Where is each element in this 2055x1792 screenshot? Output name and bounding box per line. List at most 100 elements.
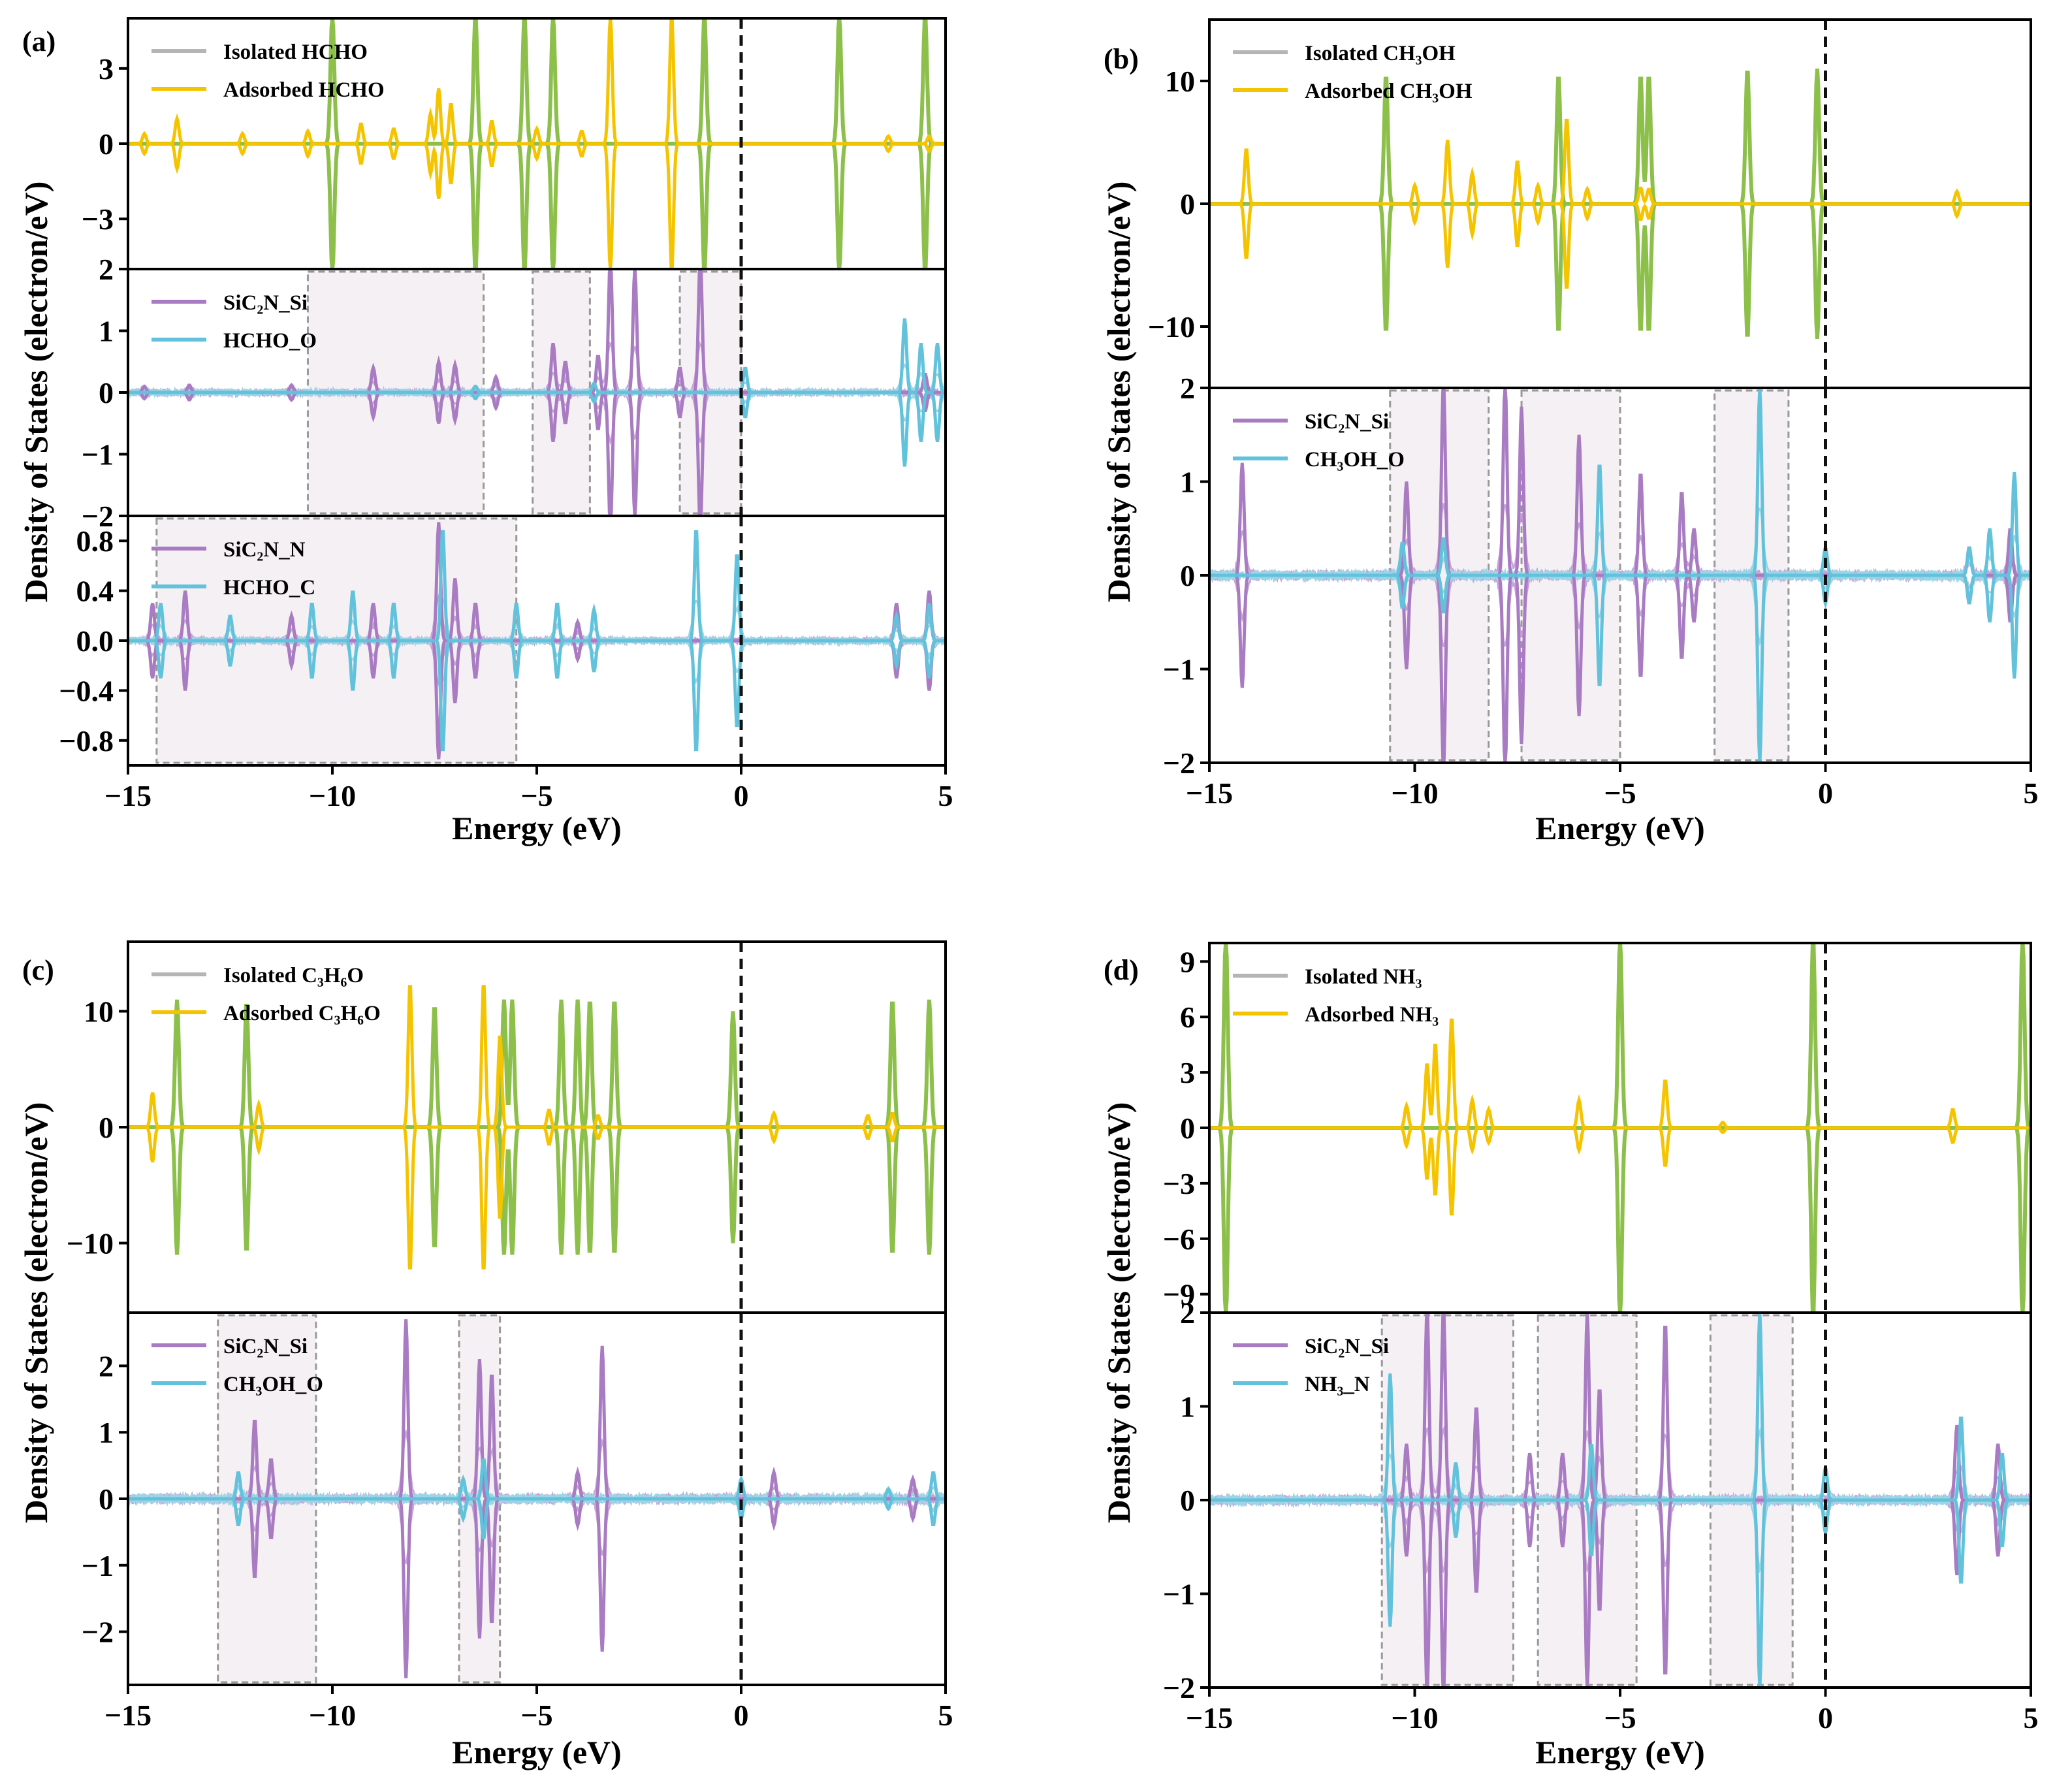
panel-letter: (a) bbox=[22, 25, 56, 57]
x-tick-label: 5 bbox=[2024, 776, 2039, 810]
legend-label: CH₃OH_O bbox=[1305, 448, 1405, 472]
y-tick-label: −2 bbox=[1163, 746, 1195, 780]
plot-area bbox=[128, 18, 946, 269]
x-tick-label: −15 bbox=[1186, 776, 1233, 810]
isolated-dos-down bbox=[1209, 1126, 2031, 1313]
y-tick-label: 0 bbox=[99, 1111, 114, 1144]
legend-label: SiC₂N_N bbox=[223, 538, 306, 562]
x-axis-label: Energy (eV) bbox=[1535, 810, 1705, 846]
y-tick-label: −0.8 bbox=[59, 724, 114, 758]
legend-label: Isolated CH₃OH bbox=[1305, 42, 1456, 65]
panel-letter: (d) bbox=[1104, 954, 1139, 986]
x-tick-label: −10 bbox=[309, 1699, 356, 1732]
x-tick-label: 5 bbox=[938, 779, 953, 812]
x-tick-label: −5 bbox=[520, 779, 552, 812]
y-tick-label: −1 bbox=[82, 1549, 114, 1582]
subplot-1: −3 0 3 Isolated HCHO Adsorbed HCHO bbox=[82, 17, 947, 270]
x-tick-label: 0 bbox=[734, 1699, 749, 1732]
y-tick-label: 1 bbox=[1180, 466, 1195, 499]
legend-label: SiC₂N_Si bbox=[223, 1335, 308, 1358]
adsorbed-dos-up bbox=[1209, 118, 2031, 206]
y-tick-label: 2 bbox=[99, 1349, 114, 1383]
molecule-dos-down bbox=[128, 639, 946, 752]
y-tick-label: 1 bbox=[99, 315, 114, 348]
plot-area bbox=[1209, 69, 2031, 339]
y-axis-label: Density of States (electron/eV) bbox=[1100, 182, 1137, 603]
x-tick-label: −10 bbox=[309, 779, 356, 812]
legend-label: SiC₂N_Si bbox=[1305, 1335, 1389, 1358]
y-tick-label: 0.4 bbox=[76, 575, 114, 608]
x-axis-label: Energy (eV) bbox=[452, 1734, 622, 1770]
legend: SiC₂N_Si NH₃_N bbox=[1233, 1335, 1389, 1396]
x-tick-label: −5 bbox=[1604, 776, 1636, 810]
legend-label: Adsorbed NH₃ bbox=[1305, 1003, 1439, 1027]
y-tick-label: 2 bbox=[99, 253, 114, 286]
y-axis-label: Density of States (electron/eV) bbox=[1100, 1102, 1137, 1524]
x-tick-label: 0 bbox=[1818, 776, 1833, 810]
plot-area bbox=[128, 1314, 946, 1684]
x-tick-label: −5 bbox=[1604, 1701, 1636, 1735]
isolated-dos-down bbox=[128, 1125, 946, 1255]
x-tick-label: −10 bbox=[1391, 776, 1438, 810]
subplot-1: −10 0 10 Isolated CH₃OH Adsorbed CH₃OH bbox=[1148, 18, 2032, 389]
y-tick-label: −10 bbox=[1148, 310, 1195, 344]
y-tick-label: 0 bbox=[99, 376, 114, 409]
legend-label: Isolated C₃H₆O bbox=[223, 964, 364, 987]
y-tick-label: 2 bbox=[1180, 1296, 1195, 1330]
y-tick-label: 2 bbox=[1180, 372, 1195, 405]
adsorbed-dos-down bbox=[128, 142, 946, 269]
y-tick-label: 3 bbox=[99, 52, 114, 86]
molecule-dos-down bbox=[128, 1497, 946, 1539]
legend-label: HCHO_C bbox=[223, 576, 315, 600]
molecule-dos-down bbox=[1209, 1498, 2031, 1688]
legend: Isolated C₃H₆O Adsorbed C₃H₆O bbox=[151, 964, 381, 1025]
x-tick-label: 5 bbox=[2024, 1701, 2039, 1735]
y-tick-label: 10 bbox=[84, 995, 114, 1029]
panel-letter: (c) bbox=[22, 954, 54, 986]
subplot-2: −2 −1 0 1 2 SiC₂N_Si NH₃_N bbox=[1163, 1296, 2032, 1704]
subplot-2: −2 −1 0 1 2 SiC₂N_Si CH₃OH_O bbox=[1163, 372, 2032, 780]
subplot-2: −2 −1 0 1 2 SiC₂N_Si CH₃OH_O bbox=[82, 1311, 947, 1686]
y-tick-label: 1 bbox=[1180, 1390, 1195, 1424]
legend-label: Isolated NH₃ bbox=[1305, 965, 1422, 989]
x-tick-label: −15 bbox=[104, 1699, 151, 1732]
y-tick-label: −1 bbox=[1163, 653, 1195, 686]
y-tick-label: −10 bbox=[67, 1227, 114, 1260]
y-tick-label: −6 bbox=[1163, 1223, 1195, 1256]
y-axis-label: Density of States (electron/eV) bbox=[18, 1102, 54, 1524]
isolated-dos-down bbox=[1209, 202, 2031, 339]
x-tick-label: 0 bbox=[1818, 1701, 1833, 1735]
x-tick-label: 5 bbox=[938, 1699, 953, 1732]
legend-label: Adsorbed C₃H₆O bbox=[223, 1002, 381, 1025]
molecule-dos-down bbox=[1209, 573, 2031, 763]
y-tick-label: −3 bbox=[82, 202, 114, 236]
plot-area bbox=[1209, 1313, 2031, 1688]
x-tick-label: −10 bbox=[1391, 1701, 1438, 1735]
panel-letter: (b) bbox=[1104, 43, 1139, 75]
y-tick-label: −2 bbox=[82, 500, 114, 533]
legend: Isolated NH₃ Adsorbed NH₃ bbox=[1233, 965, 1439, 1027]
y-tick-label: −2 bbox=[82, 1616, 114, 1649]
x-tick-label: −15 bbox=[1186, 1701, 1233, 1735]
plot-area bbox=[1209, 943, 2031, 1313]
adsorbed-dos-down bbox=[1209, 202, 2031, 289]
y-tick-label: 0 bbox=[1180, 1484, 1195, 1517]
y-tick-label: 0 bbox=[1180, 1112, 1195, 1145]
legend-label: CH₃OH_O bbox=[223, 1373, 323, 1396]
y-tick-label: 0.8 bbox=[76, 524, 114, 558]
y-tick-label: −9 bbox=[1163, 1278, 1195, 1311]
adsorbed-dos-down bbox=[1209, 1126, 2031, 1216]
y-tick-label: 0 bbox=[1180, 559, 1195, 592]
x-axis-label: Energy (eV) bbox=[1535, 1734, 1705, 1770]
plot-area bbox=[128, 985, 946, 1270]
y-tick-label: 0 bbox=[1180, 187, 1195, 221]
x-tick-label: −5 bbox=[520, 1699, 552, 1732]
subplot-3: −0.8 −0.4 0.0 0.4 0.8 SiC₂N_N HCHO_C bbox=[59, 515, 947, 767]
molecule-dos-down bbox=[128, 391, 946, 467]
x-axis-label: Energy (eV) bbox=[452, 810, 622, 846]
legend: Isolated HCHO Adsorbed HCHO bbox=[151, 40, 385, 102]
y-tick-label: 9 bbox=[1180, 945, 1195, 978]
y-tick-label: −1 bbox=[82, 438, 114, 472]
